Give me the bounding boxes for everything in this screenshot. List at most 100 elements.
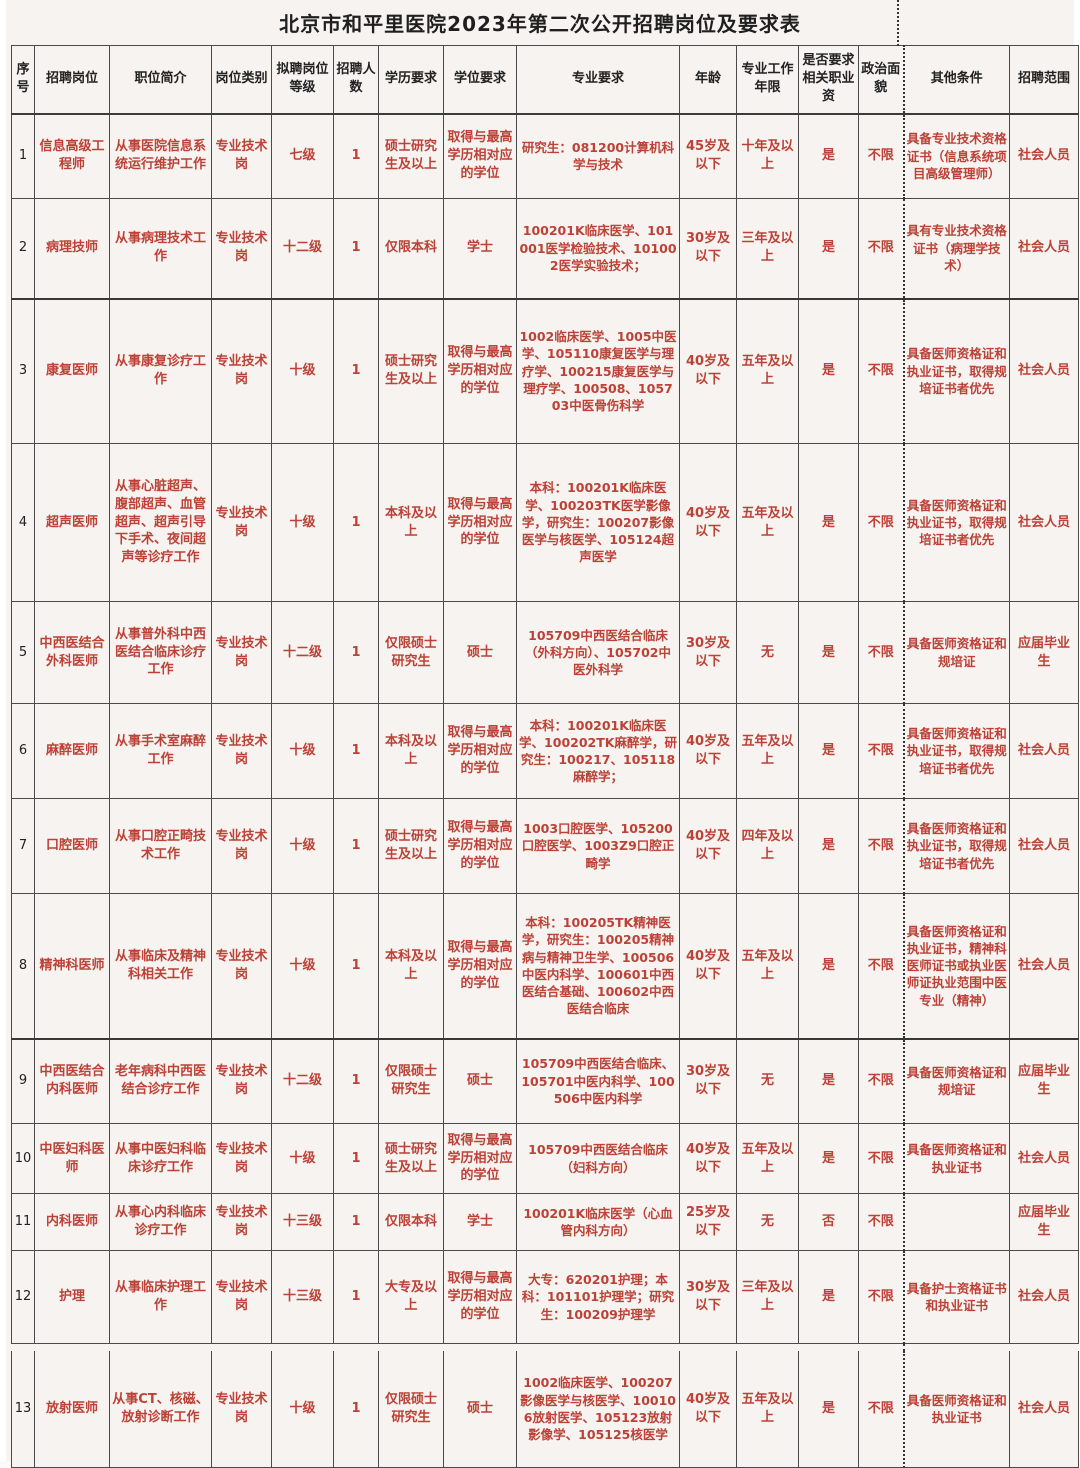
cell: 105709中西医结合临床（妇科方向）: [516, 1123, 680, 1194]
cell: 专业技术岗: [211, 893, 272, 1039]
cell: 40岁及以下: [679, 893, 737, 1039]
cell: 从事医院信息系统运行维护工作: [109, 113, 212, 199]
cell: 否: [798, 1193, 859, 1251]
cell: 40岁及以下: [679, 297, 737, 444]
cell: 30岁及以下: [679, 1037, 737, 1124]
cell-seq: 13: [11, 1351, 35, 1468]
table-row: 2 病理技师 从事病理技术工作 专业技术岗 十二级 1 仅限本科 学士 100201K临床医学、…: [11, 198, 1079, 299]
cell: 是: [798, 893, 859, 1039]
cell: 十级: [271, 297, 334, 444]
cell: 40岁及以下: [679, 1123, 737, 1194]
cell: 具备医师资格证和执业证书: [903, 1351, 1010, 1468]
cell: 1: [333, 1037, 379, 1124]
cell: 三年及以上: [736, 198, 799, 299]
cell: 1: [333, 1250, 379, 1344]
cell: 社会人员: [1009, 703, 1079, 799]
cell: 从事病理技术工作: [109, 198, 212, 299]
cell: 30岁及以下: [679, 601, 737, 704]
cell: 取得与最高学历相对应的学位: [443, 893, 517, 1039]
table-row: 6 麻醉医师 从事手术室麻醉工作 专业技术岗 十级 1 本科及以上 取得与最高学历相对应的学位…: [11, 703, 1079, 799]
cell: 硕士: [443, 1351, 517, 1468]
page-title: 北京市和平里医院2023年第二次公开招聘岗位及要求表: [279, 12, 801, 36]
cell-seq: 6: [11, 703, 35, 799]
cell: 不限: [858, 601, 905, 704]
cell: 105709中西医结合临床、105701中医内科学、100506中医内科学: [516, 1037, 680, 1124]
cell: 1002临床医学、100207影像医学与核医学、100106放射医学、10512…: [516, 1351, 680, 1468]
cell: 中西医结合外科医师: [34, 601, 110, 704]
cell: 无: [736, 1193, 799, 1251]
cell: 病理技师: [34, 198, 110, 299]
cell: 具备医师资格证和执业证书，取得规培证书者优先: [903, 443, 1010, 602]
cell: 是: [798, 1123, 859, 1194]
cell: 本科：100201K临床医学、100203TK医学影像学，研究生：100207影…: [516, 443, 680, 602]
cell: 取得与最高学历相对应的学位: [443, 443, 517, 602]
cell-seq: 12: [11, 1250, 35, 1344]
dotted-column-divider: [897, 0, 899, 46]
cell: 放射医师: [34, 1351, 110, 1468]
cell: 取得与最高学历相对应的学位: [443, 703, 517, 799]
cell: 具备医师资格证和执业证书，取得规培证书者优先: [903, 703, 1010, 799]
cell: 五年及以上: [736, 297, 799, 444]
cell: 应届毕业生: [1009, 1037, 1079, 1124]
cell: 40岁及以下: [679, 798, 737, 894]
cell: 社会人员: [1009, 893, 1079, 1039]
cell: 105709中西医结合临床（外科方向）、105702中医外科学: [516, 601, 680, 704]
cell: 1: [333, 443, 379, 602]
cell: 信息高级工程师: [34, 113, 110, 199]
cell: 1: [333, 893, 379, 1039]
cell: 大专：620201护理；本科：101101护理学；研究生：100209护理学: [516, 1250, 680, 1344]
table-row: 11 内科医师 从事心内科临床诊疗工作 专业技术岗 十三级 1 仅限本科 学士 100201K临…: [11, 1193, 1079, 1251]
cell: 学士: [443, 198, 517, 299]
cell: 不限: [858, 198, 905, 299]
cell: 中西医结合内科医师: [34, 1037, 110, 1124]
cell: 本科：100205TK精神医学，研究生：100205精神病与精神卫生学、1005…: [516, 893, 680, 1039]
cell: 1: [333, 1123, 379, 1194]
cell: 不限: [858, 1123, 905, 1194]
cell: 1: [333, 798, 379, 894]
cell-seq: 5: [11, 601, 35, 704]
cell: 从事中医妇科临床诊疗工作: [109, 1123, 212, 1194]
cell: 1002临床医学、1005中医学、105110康复医学与理疗学、100215康复…: [516, 297, 680, 444]
title-bar: 北京市和平里医院2023年第二次公开招聘岗位及要求表: [6, 0, 1074, 45]
cell: 硕士研究生及以上: [378, 1123, 444, 1194]
cell: 十二级: [271, 601, 334, 704]
cell: 应届毕业生: [1009, 601, 1079, 704]
cell: 社会人员: [1009, 198, 1079, 299]
cell: 从事临床及精神科相关工作: [109, 893, 212, 1039]
column-header-11: 专业工作年限: [736, 45, 799, 115]
cell: 十二级: [271, 1037, 334, 1124]
cell: 具备医师资格证和执业证书，取得规培证书者优先: [903, 798, 1010, 894]
cell: 硕士: [443, 1037, 517, 1124]
cell: 十级: [271, 443, 334, 602]
cell: 超声医师: [34, 443, 110, 602]
cell: 是: [798, 703, 859, 799]
cell: 专业技术岗: [211, 1037, 272, 1124]
cell: 五年及以上: [736, 443, 799, 602]
cell: 十级: [271, 703, 334, 799]
cell: 社会人员: [1009, 113, 1079, 199]
cell: 25岁及以下: [679, 1193, 737, 1251]
cell: 是: [798, 198, 859, 299]
cell: 专业技术岗: [211, 198, 272, 299]
column-header-10: 年龄: [679, 45, 737, 115]
cell: 无: [736, 1037, 799, 1124]
table-row: 9 中西医结合内科医师 老年病科中西医结合诊疗工作 专业技术岗 十二级 1 仅限硕士研究生硕…: [11, 1037, 1079, 1124]
cell: 是: [798, 1250, 859, 1344]
cell: 不限: [858, 443, 905, 602]
table-row: 13 放射医师 从事CT、核磁、放射诊断工作 专业技术岗 十级 1 仅限硕士研究生 硕士 100…: [11, 1351, 1079, 1468]
cell: 仅限硕士研究生: [378, 601, 444, 704]
cell: 社会人员: [1009, 297, 1079, 444]
cell: 大专及以上: [378, 1250, 444, 1344]
table-row: 1 信息高级工程师 从事医院信息系统运行维护工作 专业技术岗 七级 1 硕士研究生及以上 取得…: [11, 113, 1079, 199]
cell: 社会人员: [1009, 798, 1079, 894]
cell: 五年及以上: [736, 893, 799, 1039]
cell: 从事口腔正畸技术工作: [109, 798, 212, 894]
cell: 是: [798, 443, 859, 602]
cell: 不限: [858, 1193, 905, 1251]
cell: 硕士研究生及以上: [378, 297, 444, 444]
cell: 不限: [858, 1250, 905, 1344]
cell: 是: [798, 297, 859, 444]
cell: 1: [333, 198, 379, 299]
cell: 不限: [858, 1351, 905, 1468]
